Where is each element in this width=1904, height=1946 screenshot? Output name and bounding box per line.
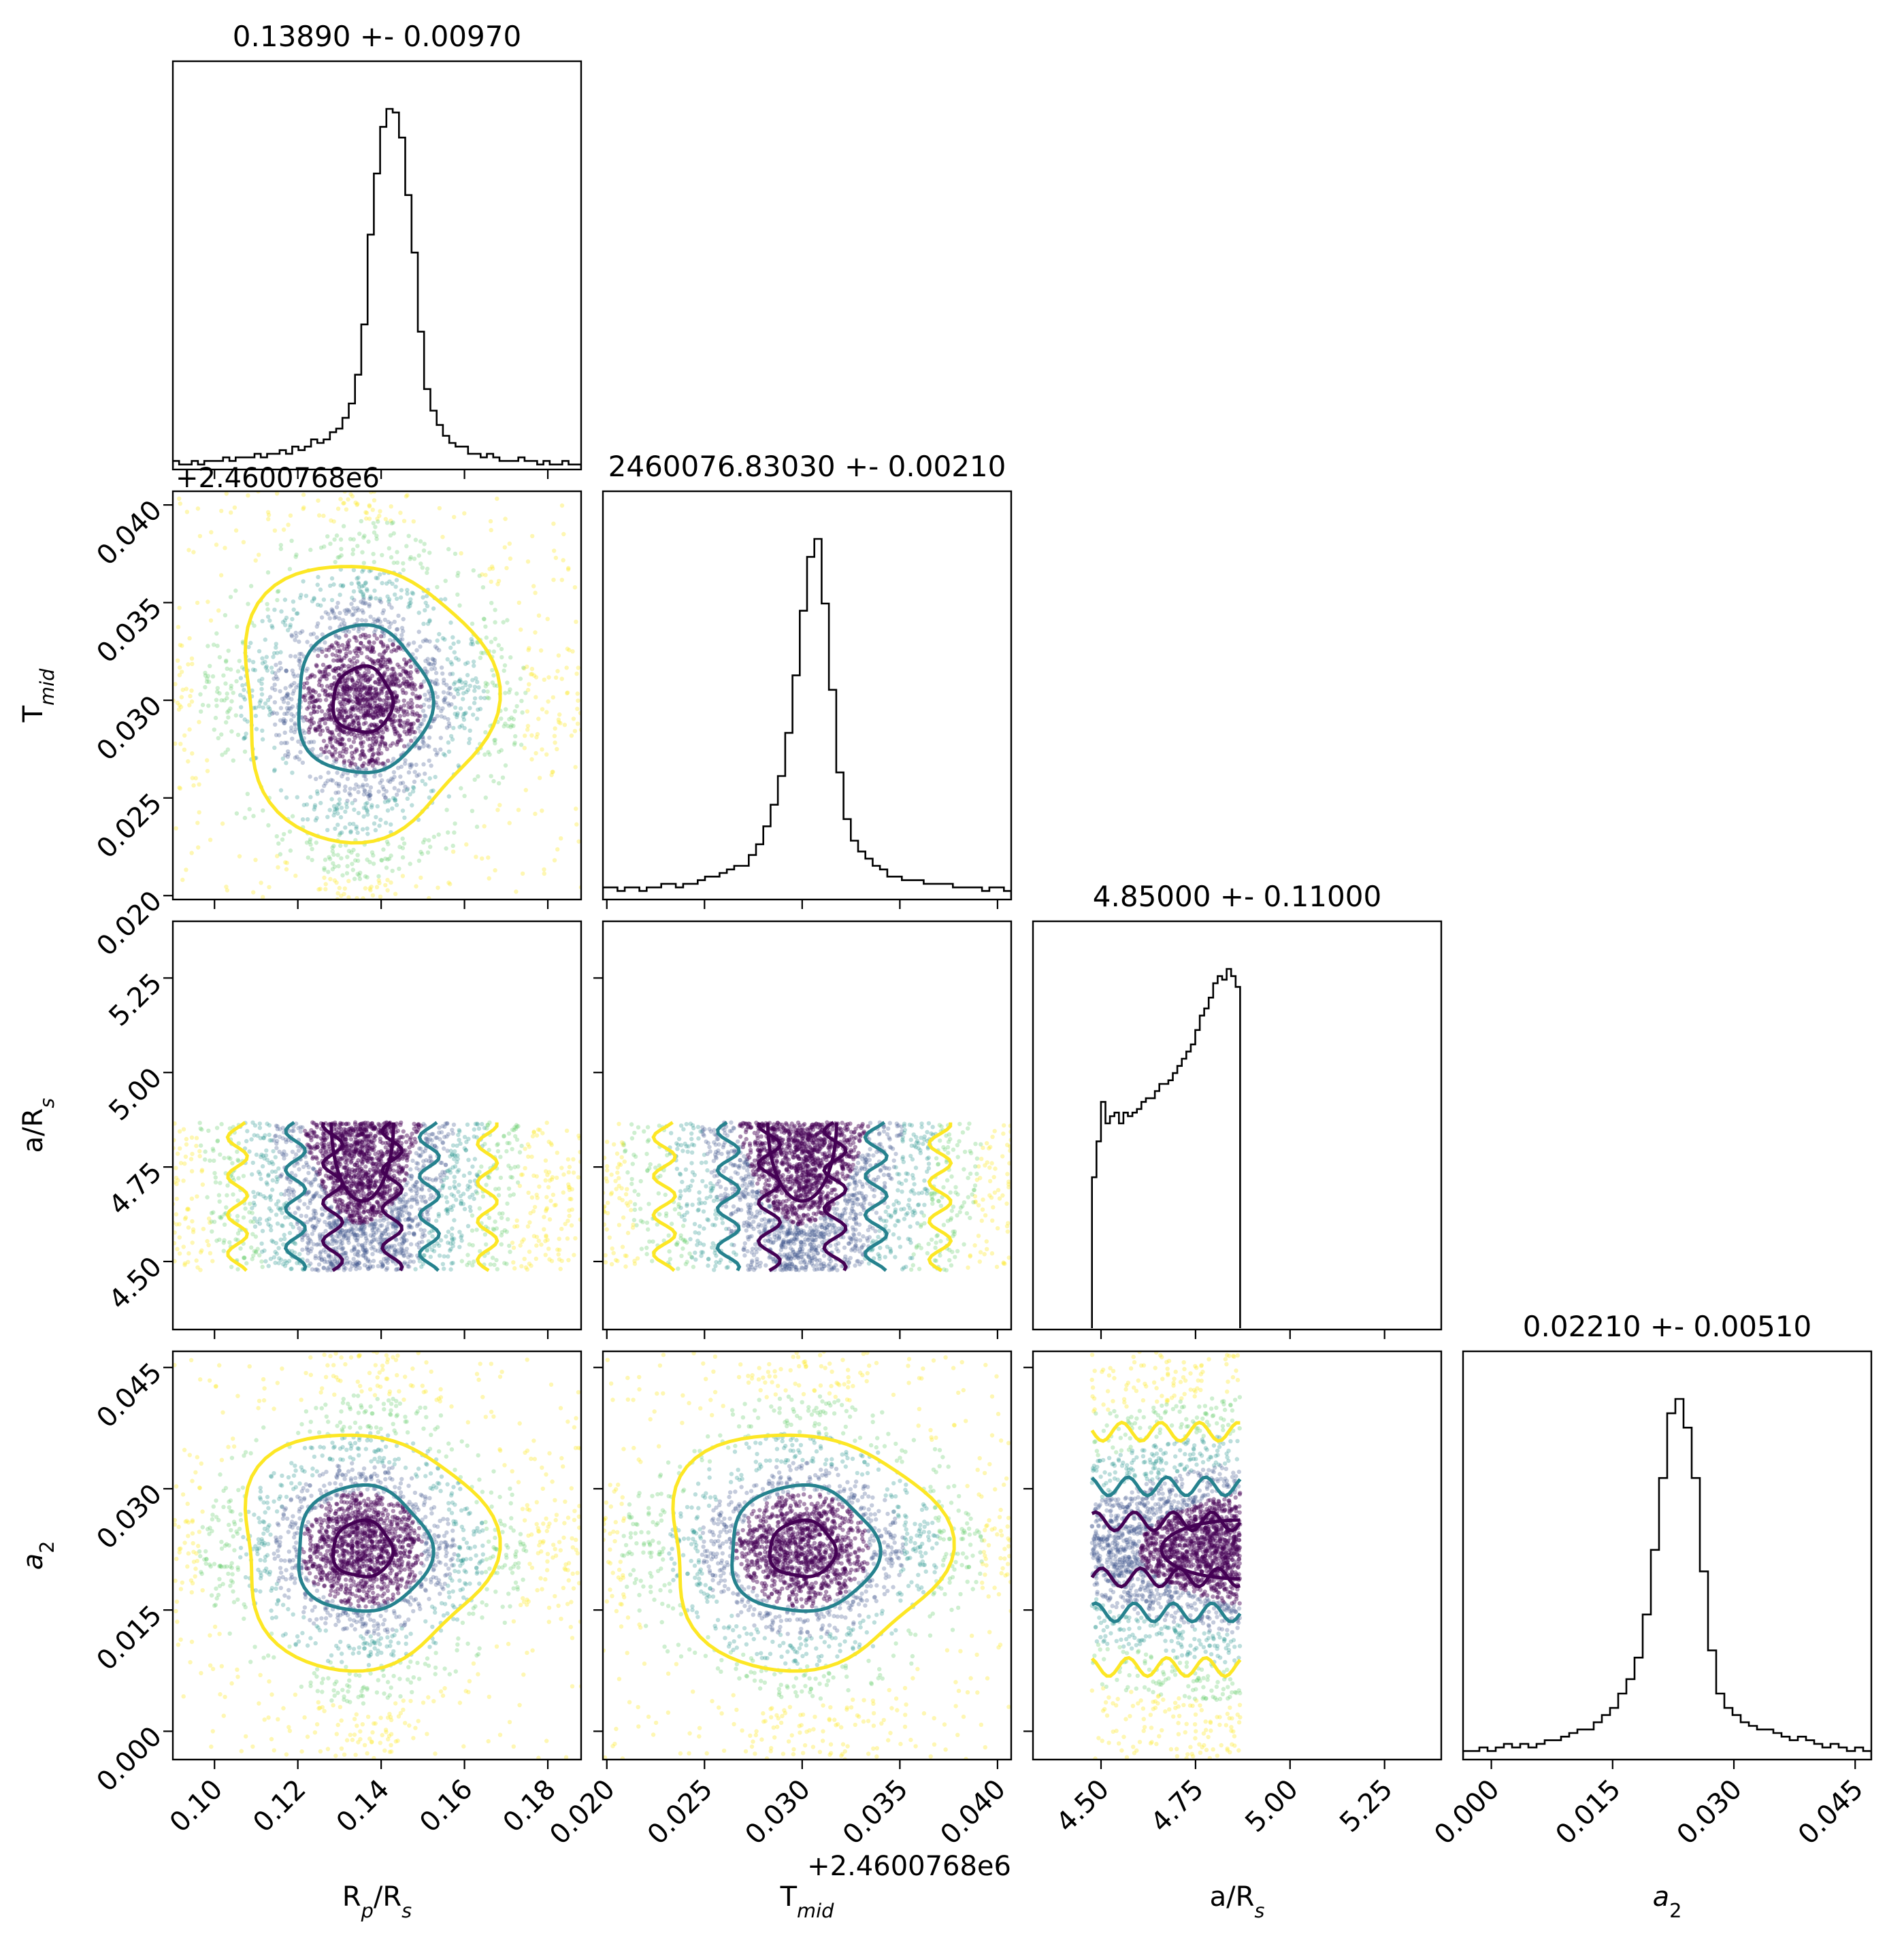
x-axis-label-ars: a/Rs bbox=[1210, 1881, 1265, 1922]
y-tick-label-a2: 0.015 bbox=[91, 1600, 168, 1677]
panel-frame-0-0 bbox=[171, 60, 582, 471]
x-tick-label-ars: 4.75 bbox=[1145, 1774, 1210, 1839]
x-tick-label-ars: 5.25 bbox=[1334, 1774, 1399, 1839]
histogram-a2 bbox=[1463, 1398, 1871, 1758]
offset-text-x-tmid: +2.4600768e6 bbox=[807, 1851, 1011, 1882]
panel-frame-3-3 bbox=[1462, 1350, 1873, 1761]
x-tick-label-tmid: 0.025 bbox=[642, 1774, 719, 1851]
panel-frame-2-1 bbox=[602, 920, 1013, 1331]
x-axis-label-a2: a2 bbox=[1653, 1881, 1682, 1922]
panel-frame-1-0 bbox=[171, 490, 582, 901]
panel-title-ars: 4.85000 +- 0.11000 bbox=[1093, 880, 1381, 913]
x-tick-label-rp: 0.12 bbox=[247, 1774, 312, 1839]
x-tick-label-a2: 0.000 bbox=[1428, 1774, 1506, 1851]
contours-a2-vs-ars bbox=[1090, 1420, 1242, 1679]
panel-frame-1-1 bbox=[602, 490, 1013, 901]
x-tick-label-a2: 0.045 bbox=[1792, 1774, 1870, 1851]
x-tick-label-a2: 0.015 bbox=[1549, 1774, 1627, 1851]
y-tick-label-ars: 4.50 bbox=[103, 1251, 168, 1316]
x-tick-label-tmid: 0.035 bbox=[837, 1774, 915, 1851]
y-tick-label-tmid: 0.035 bbox=[91, 592, 168, 670]
panel-title-a2: 0.02210 +- 0.00510 bbox=[1523, 1310, 1811, 1343]
contours-a2-vs-rp bbox=[243, 1433, 502, 1673]
x-tick-label-ars: 5.00 bbox=[1239, 1774, 1304, 1839]
x-tick-label-ars: 4.50 bbox=[1051, 1774, 1116, 1839]
contours-ars-vs-tmid bbox=[651, 1121, 953, 1272]
y-tick-label-tmid: 0.025 bbox=[91, 787, 168, 865]
y-tick-label-tmid: 0.020 bbox=[91, 885, 168, 963]
y-tick-label-a2: 0.000 bbox=[91, 1721, 168, 1798]
offset-text-y-tmid: +2.4600768e6 bbox=[176, 463, 380, 494]
x-axis-label-rp: Rp/Rs bbox=[342, 1881, 412, 1922]
x-tick-label-a2: 0.030 bbox=[1671, 1774, 1749, 1851]
panel-title-rp: 0.13890 +- 0.00970 bbox=[233, 20, 521, 53]
histogram-rp bbox=[173, 108, 581, 468]
x-tick-label-tmid: 0.020 bbox=[544, 1774, 621, 1851]
x-axis-label-tmid: Tmid bbox=[780, 1881, 834, 1922]
panel-frame-3-0 bbox=[171, 1350, 582, 1761]
contours-a2-vs-tmid bbox=[671, 1433, 956, 1673]
panel-title-tmid: 2460076.83030 +- 0.00210 bbox=[608, 450, 1006, 483]
panel-frame-2-0 bbox=[171, 920, 582, 1331]
y-tick-label-tmid: 0.030 bbox=[91, 690, 168, 768]
panel-frame-3-2 bbox=[1032, 1350, 1443, 1761]
scatter-a2-vs-rp bbox=[173, 1351, 581, 1760]
x-tick-label-tmid: 0.040 bbox=[934, 1774, 1012, 1851]
y-tick-label-tmid: 0.040 bbox=[91, 495, 168, 572]
y-tick-label-ars: 5.25 bbox=[103, 968, 168, 1033]
histogram-layer bbox=[173, 108, 1871, 1758]
histogram-tmid bbox=[603, 538, 1011, 898]
contour-layer bbox=[225, 565, 1242, 1679]
x-tick-label-rp: 0.16 bbox=[414, 1774, 479, 1839]
y-tick-label-ars: 5.00 bbox=[103, 1062, 168, 1127]
y-axis-label-ars: a/Rs bbox=[18, 1098, 59, 1153]
x-tick-label-rp: 0.14 bbox=[331, 1774, 396, 1839]
scatter-ars-vs-tmid bbox=[603, 1120, 1011, 1273]
scatter-a2-vs-ars bbox=[1089, 1351, 1243, 1760]
axes-layer bbox=[163, 60, 1873, 1769]
y-axis-label-tmid: Tmid bbox=[18, 668, 59, 723]
x-tick-label-tmid: 0.030 bbox=[739, 1774, 817, 1851]
panel-frame-2-2 bbox=[1032, 920, 1443, 1331]
contours-ars-vs-rp bbox=[225, 1121, 499, 1272]
panel-frame-3-1 bbox=[602, 1350, 1013, 1761]
histogram-ars bbox=[1091, 968, 1241, 1328]
y-tick-label-ars: 4.75 bbox=[103, 1157, 168, 1222]
x-tick-label-rp: 0.10 bbox=[164, 1774, 229, 1839]
y-tick-label-a2: 0.045 bbox=[91, 1357, 168, 1434]
y-tick-label-a2: 0.030 bbox=[91, 1478, 168, 1555]
contours-tmid-vs-rp bbox=[243, 565, 502, 845]
y-axis-label-a2: a2 bbox=[18, 1541, 59, 1570]
